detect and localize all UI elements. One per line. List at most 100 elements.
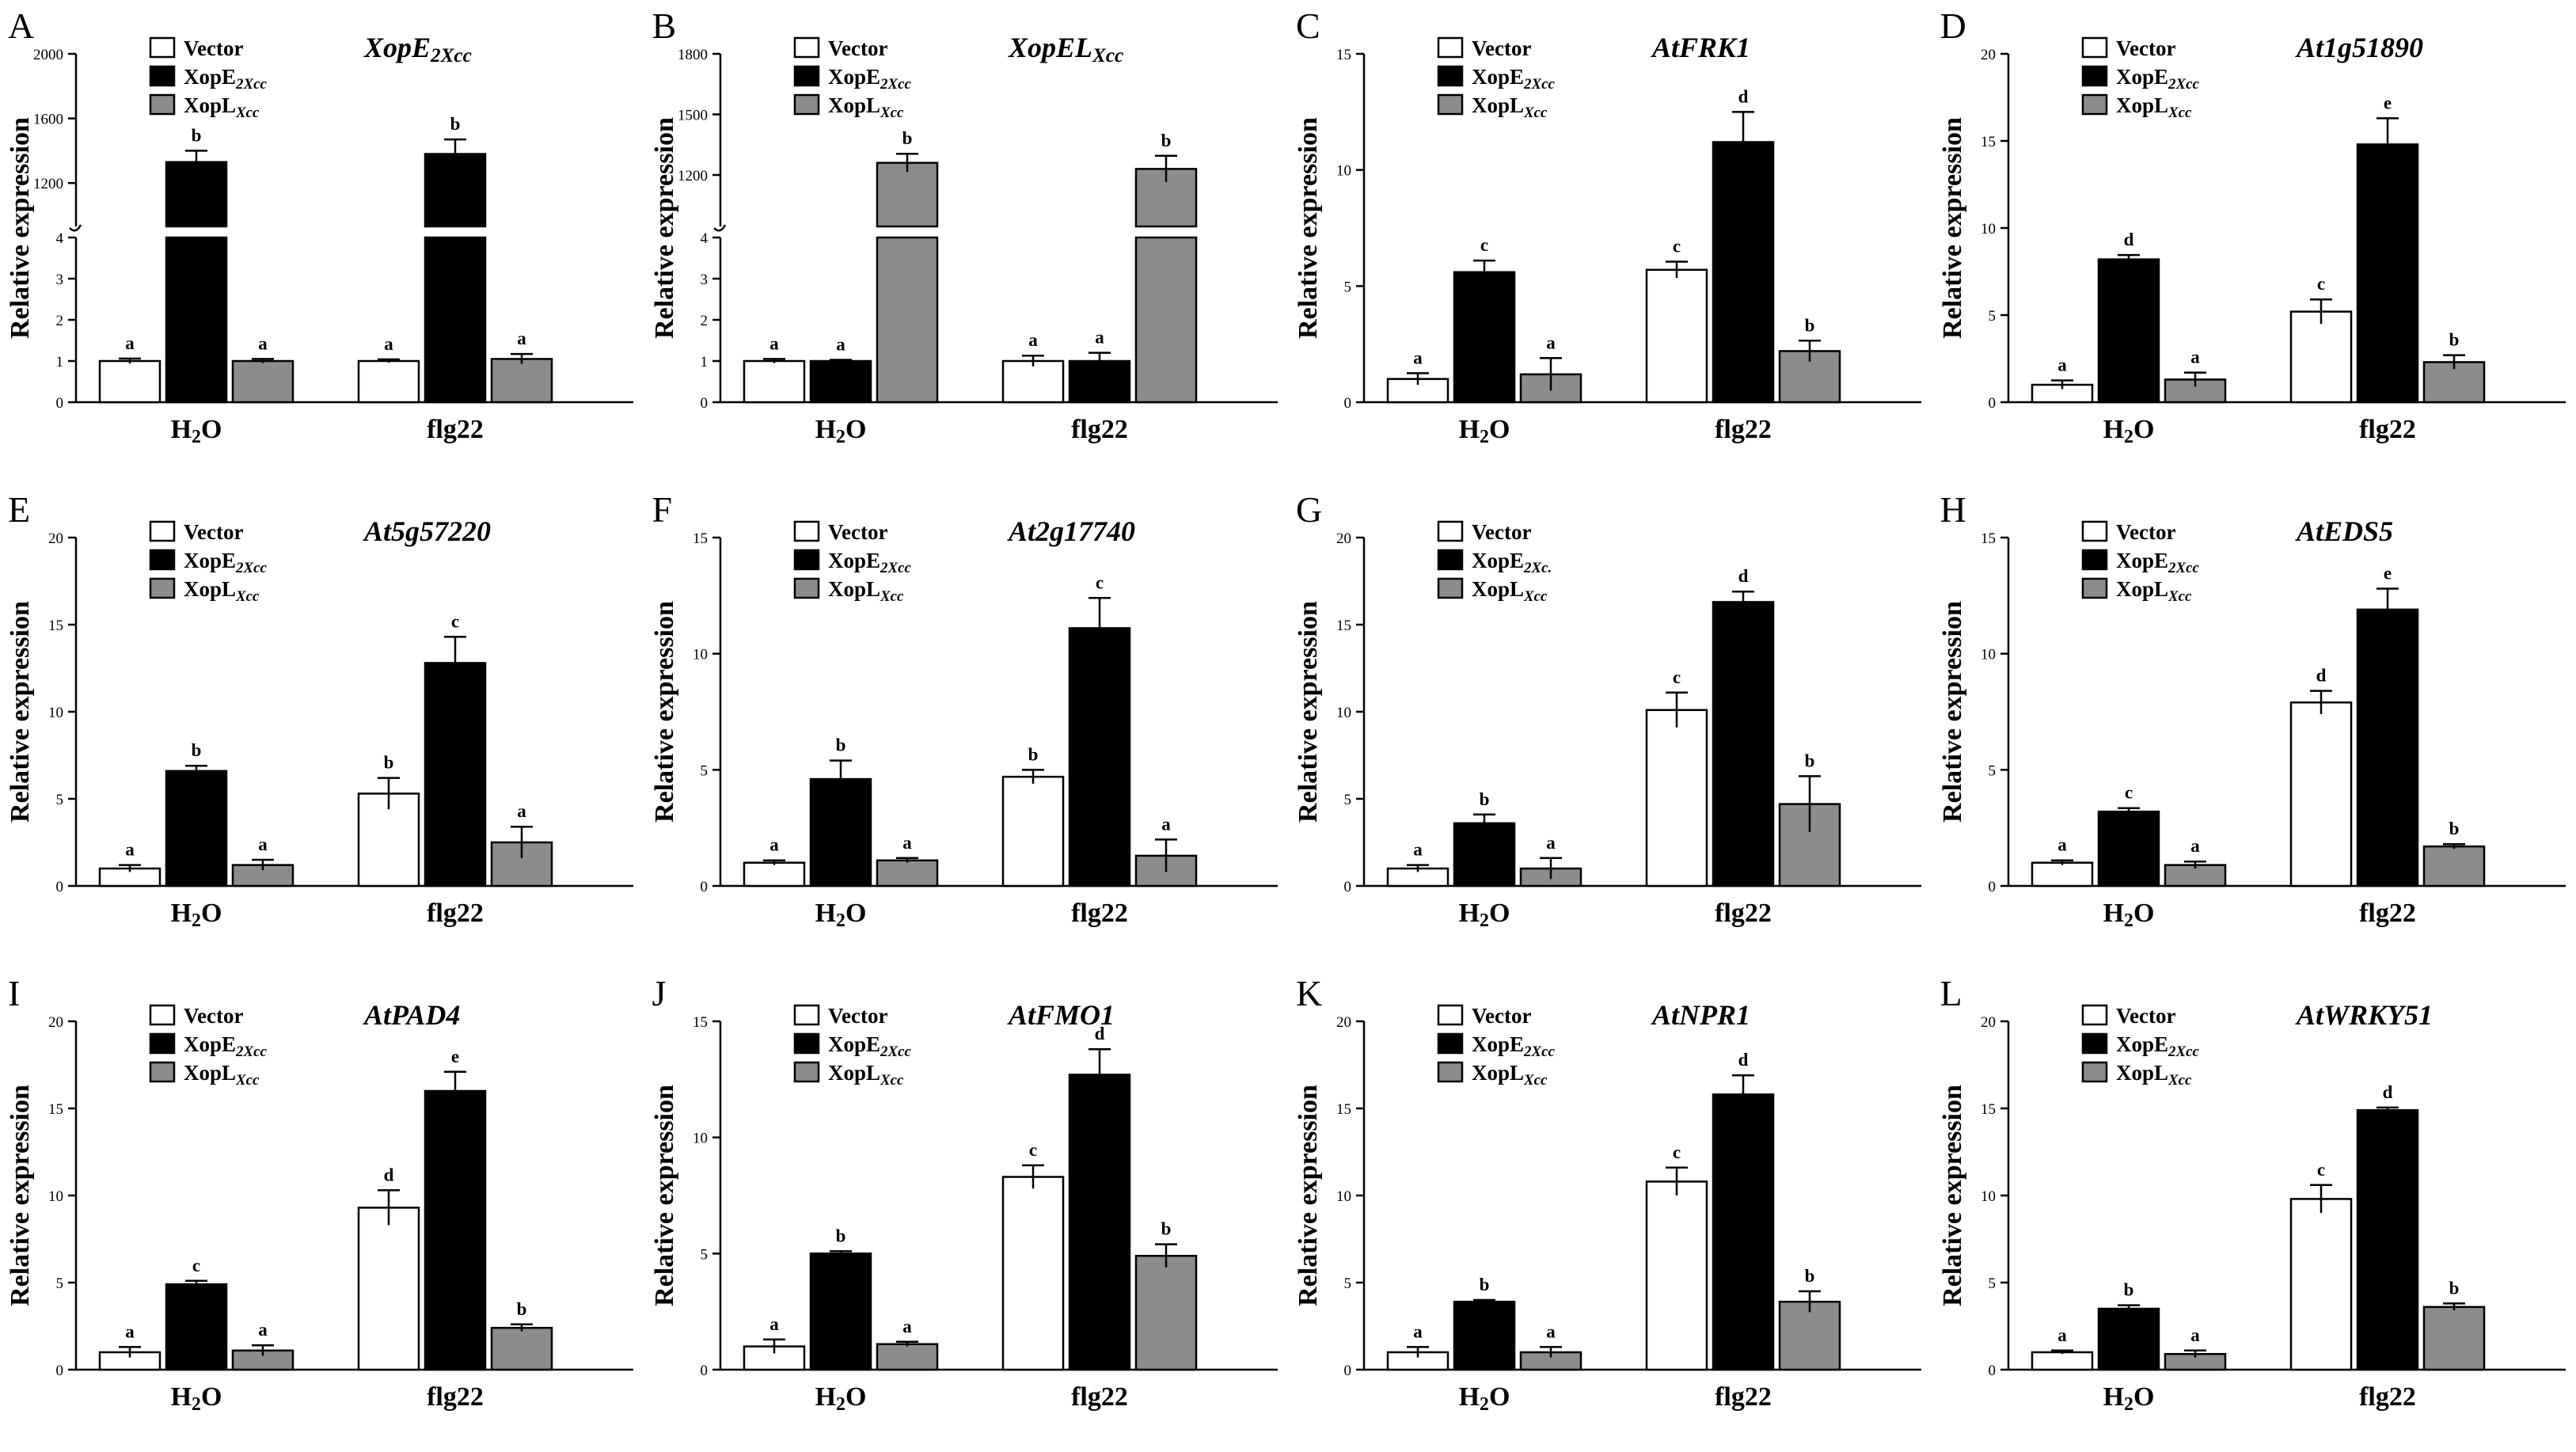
chart-title: AtFRK1	[1651, 32, 1750, 63]
y-axis: 0 5 10 15 20	[1981, 47, 2009, 412]
y-tick-label: 15	[48, 1101, 63, 1118]
legend-label-Vector: Vector	[828, 36, 887, 60]
significance-letter: a	[836, 334, 845, 354]
bar-Vector-H2O	[743, 359, 805, 404]
y-axis-label: Relative expression	[650, 601, 679, 823]
panel-letter: A	[8, 6, 35, 46]
y-tick-label: 0	[700, 879, 708, 895]
panel-letter: H	[1940, 489, 1966, 530]
y-tick-label: 15	[1336, 1101, 1351, 1118]
bar-XopE2Xcc-H2O	[2097, 810, 2160, 888]
y-axis: 0 5 10 15 20	[48, 530, 78, 895]
legend-swatch-Vector	[2081, 520, 2107, 542]
significance-letter: a	[1546, 1321, 1556, 1341]
y-tick-label: 20	[1981, 1014, 1996, 1031]
y-tick-label: 0	[56, 1363, 64, 1379]
significance-letter: a	[902, 1317, 912, 1336]
legend-label-XopLXcc: XopLXcc	[184, 93, 260, 121]
legend-swatch-XopLXcc	[1437, 577, 1464, 599]
bar-XopLXcc-flg22	[1778, 1300, 1841, 1371]
bar-Vector-flg22	[1001, 359, 1064, 404]
y-tick-label: 1	[700, 354, 708, 371]
bar-XopE2Xcc-flg22	[424, 1089, 487, 1371]
bar-XopLXcc-H2O	[231, 359, 294, 404]
y-axis: 0 5 10 15 20	[1981, 1014, 2009, 1379]
y-tick-label: 5	[1988, 308, 1996, 325]
significance-letter: a	[2057, 355, 2067, 375]
significance-letter: a	[517, 329, 526, 348]
bar-XopE2Xcc-H2O	[2097, 1307, 2160, 1371]
y-axis: 0 5 10 15	[693, 530, 721, 895]
legend-label-XopE2Xcc: XopE2Xcc	[2116, 65, 2199, 93]
significance-letter: d	[1738, 566, 1749, 586]
significance-letter: b	[835, 1226, 845, 1245]
y-tick-label: 0	[700, 1363, 708, 1379]
y-axis: 0 1 2 3 4 1200 1500 1800	[678, 47, 726, 412]
y-axis-label: Relative expression	[650, 117, 679, 339]
bar-XopLXcc-flg22	[2422, 845, 2485, 888]
y-tick-label: 1200	[678, 168, 708, 184]
legend-swatch-XopLXcc	[1437, 1061, 1464, 1083]
bar-Vector-H2O	[98, 359, 161, 404]
panel-B: B 0 1 2 3 4 1200 1500 1800 Relative expression H2O…	[644, 0, 1289, 484]
bar-XopLXcc-flg22	[490, 1326, 553, 1371]
y-tick-label: 5	[1344, 1275, 1352, 1292]
legend-swatch-XopE2Xcc	[1437, 65, 1464, 87]
legend-label-Vector: Vector	[2116, 1004, 2175, 1028]
legend-label-XopE2Xcc: XopE2Xcc	[184, 65, 267, 93]
y-tick-label: 4	[700, 230, 708, 247]
legend-swatch-Vector	[1437, 520, 1464, 542]
y-tick-label: 5	[700, 1246, 708, 1263]
panel-E: E 0 5 10 15 20 Relative expression H2O a b a flg22 b…	[0, 484, 644, 967]
legend-swatch-Vector	[149, 520, 176, 542]
panel-letter: F	[652, 489, 673, 530]
significance-letter: b	[2449, 330, 2459, 350]
bar-chart-H: 0 5 10 15 Relative expression H2O a c a flg22 d e b V…	[1938, 515, 2566, 931]
bar-Vector-flg22	[1645, 268, 1708, 404]
y-axis-label: Relative expression	[650, 1085, 679, 1306]
x-category-label: H2O	[171, 1382, 222, 1415]
bar-XopLXcc-H2O	[876, 1343, 938, 1371]
legend-swatch-XopLXcc	[793, 93, 819, 116]
panel-L: L 0 5 10 15 20 Relative expression H2O a b a flg22 c…	[1932, 967, 2576, 1451]
legend-swatch-XopE2Xcc	[2081, 1032, 2107, 1055]
legend-swatch-XopE2Xcc	[793, 65, 819, 87]
y-tick-label: 0	[1988, 395, 1996, 412]
bar-Vector-flg22	[357, 1207, 420, 1371]
y-axis: 0 5 10 15 20	[1336, 530, 1366, 895]
legend-swatch-XopE2Xcc	[149, 65, 176, 87]
legend-label-Vector: Vector	[1472, 36, 1531, 60]
significance-letter: e	[2383, 564, 2391, 583]
bar-chart-F: 0 5 10 15 Relative expression H2O a b a flg22 b c a V…	[650, 515, 1278, 931]
legend-label-XopLXcc: XopLXcc	[184, 577, 260, 605]
legend-swatch-Vector	[1437, 1004, 1464, 1026]
legend-swatch-XopE2Xcc	[2081, 549, 2107, 571]
significance-letter: c	[2316, 1160, 2324, 1180]
bar-XopLXcc-H2O	[876, 859, 938, 888]
legend-label-Vector: Vector	[1472, 1004, 1531, 1028]
y-tick-label: 2000	[33, 47, 63, 63]
significance-letter: a	[1413, 840, 1423, 860]
legend-swatch-XopLXcc	[793, 577, 819, 599]
significance-letter: b	[1161, 131, 1171, 150]
bar-XopE2Xcc-flg22	[1712, 1093, 1775, 1371]
significance-letter: b	[902, 128, 912, 148]
x-category-label: H2O	[815, 899, 866, 931]
bar-XopE2Xcc-flg22	[1068, 1074, 1130, 1371]
y-tick-label: 1600	[33, 112, 63, 128]
significance-letter: a	[1161, 814, 1171, 834]
significance-letter: b	[835, 736, 845, 755]
significance-letter: b	[384, 753, 394, 773]
bar-XopE2Xcc-H2O	[1453, 1300, 1516, 1371]
chart-title: At5g57220	[363, 515, 491, 547]
significance-letter: a	[769, 835, 779, 855]
x-category-label: flg22	[2359, 415, 2416, 444]
y-tick-label: 5	[1988, 1275, 1996, 1292]
y-tick-label: 10	[1981, 221, 1996, 238]
x-category-label: H2O	[171, 899, 222, 931]
x-category-label: flg22	[2359, 899, 2416, 928]
y-axis-label: Relative expression	[1294, 117, 1323, 339]
